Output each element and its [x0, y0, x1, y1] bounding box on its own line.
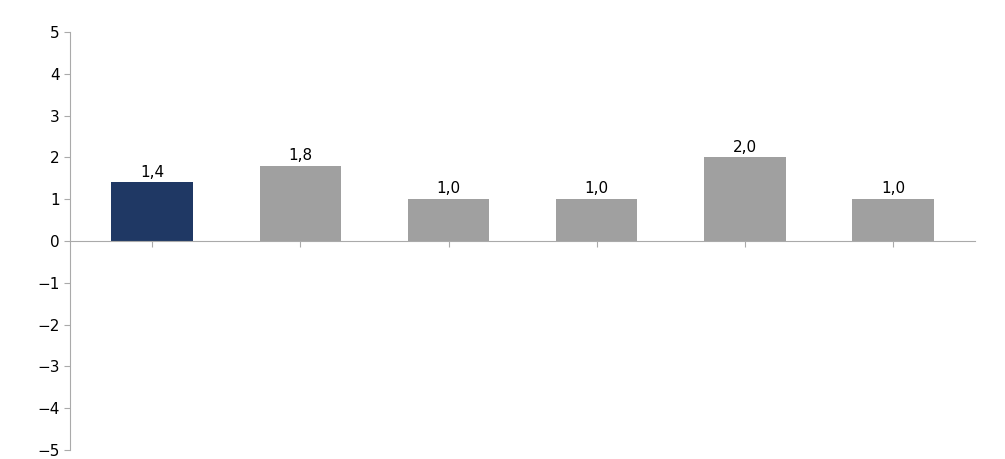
- Text: 1,4: 1,4: [140, 165, 164, 179]
- Bar: [705, 157, 786, 241]
- Bar: [112, 183, 193, 241]
- Text: 1,0: 1,0: [881, 181, 906, 196]
- Bar: [556, 199, 637, 241]
- Bar: [408, 199, 489, 241]
- Bar: [852, 199, 934, 241]
- Text: 2,0: 2,0: [733, 140, 757, 155]
- Text: 1,0: 1,0: [585, 181, 609, 196]
- Bar: [259, 166, 341, 241]
- Text: 1,8: 1,8: [288, 148, 313, 163]
- Text: 1,0: 1,0: [436, 181, 460, 196]
